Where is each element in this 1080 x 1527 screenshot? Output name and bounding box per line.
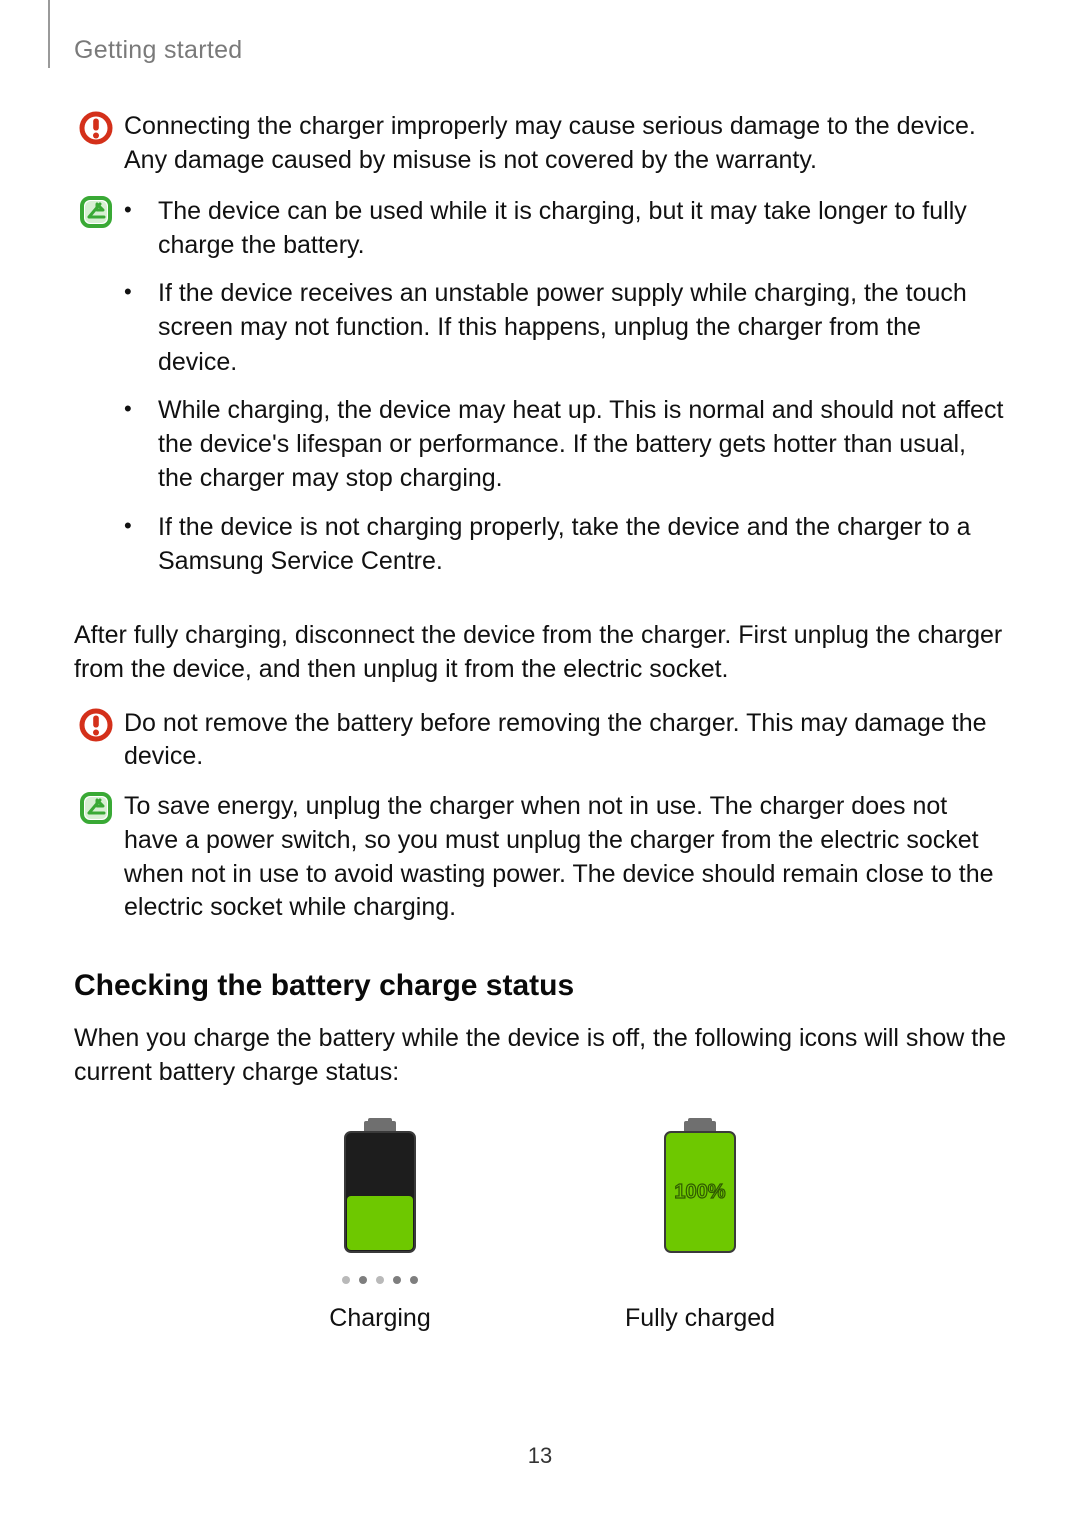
battery-full-text: 100% <box>674 1181 725 1203</box>
tip-list-1: • The device can be used while it is cha… <box>118 194 1006 593</box>
caution-block-2: Do not remove the battery before removin… <box>74 707 1006 775</box>
bullet-text: While charging, the device may heat up. … <box>158 393 1006 496</box>
section-title: Getting started <box>74 0 242 65</box>
battery-full-col: 100% Fully charged <box>600 1118 800 1333</box>
caution-icon <box>74 110 118 146</box>
dot-icon <box>393 1276 401 1284</box>
battery-charging-col: Charging <box>280 1118 480 1333</box>
list-item: • The device can be used while it is cha… <box>124 194 1006 263</box>
page-content: Connecting the charger improperly may ca… <box>74 110 1006 1333</box>
header-rule <box>48 0 50 68</box>
caution-block-1: Connecting the charger improperly may ca… <box>74 110 1006 178</box>
caution-icon <box>74 707 118 743</box>
battery-status-row: Charging 100% Fully charged <box>74 1118 1006 1333</box>
bullet-text: The device can be used while it is charg… <box>158 194 1006 263</box>
dot-icon <box>376 1276 384 1284</box>
note-icon <box>74 194 118 230</box>
bullet-dot-icon: • <box>124 276 158 379</box>
list-item: • While charging, the device may heat up… <box>124 393 1006 496</box>
paragraph-1: After fully charging, disconnect the dev… <box>74 618 1006 687</box>
header: Getting started <box>48 0 242 68</box>
note-icon <box>74 790 118 826</box>
caution-text-2: Do not remove the battery before removin… <box>118 707 1006 775</box>
dot-icon <box>410 1276 418 1284</box>
note-block-1: • The device can be used while it is cha… <box>74 194 1006 593</box>
full-label: Fully charged <box>625 1304 775 1333</box>
note-block-2: To save energy, unplug the charger when … <box>74 790 1006 925</box>
bullet-dot-icon: • <box>124 510 158 579</box>
bullet-dot-icon: • <box>124 194 158 263</box>
charging-label: Charging <box>329 1304 430 1333</box>
tip-text-2: To save energy, unplug the charger when … <box>118 790 1006 925</box>
list-item: • If the device receives an unstable pow… <box>124 276 1006 379</box>
battery-full-icon: 100% <box>655 1118 745 1258</box>
battery-charging-icon <box>335 1118 425 1258</box>
bullet-text: If the device is not charging properly, … <box>158 510 1006 579</box>
dot-icon <box>359 1276 367 1284</box>
bullet-text: If the device receives an unstable power… <box>158 276 1006 379</box>
charging-dots <box>342 1276 418 1284</box>
page-number: 13 <box>0 1443 1080 1469</box>
subheading: Checking the battery charge status <box>74 969 1006 1003</box>
bullet-dot-icon: • <box>124 393 158 496</box>
caution-text-1: Connecting the charger improperly may ca… <box>118 110 1006 178</box>
dot-icon <box>342 1276 350 1284</box>
list-item: • If the device is not charging properly… <box>124 510 1006 579</box>
paragraph-2: When you charge the battery while the de… <box>74 1021 1006 1090</box>
